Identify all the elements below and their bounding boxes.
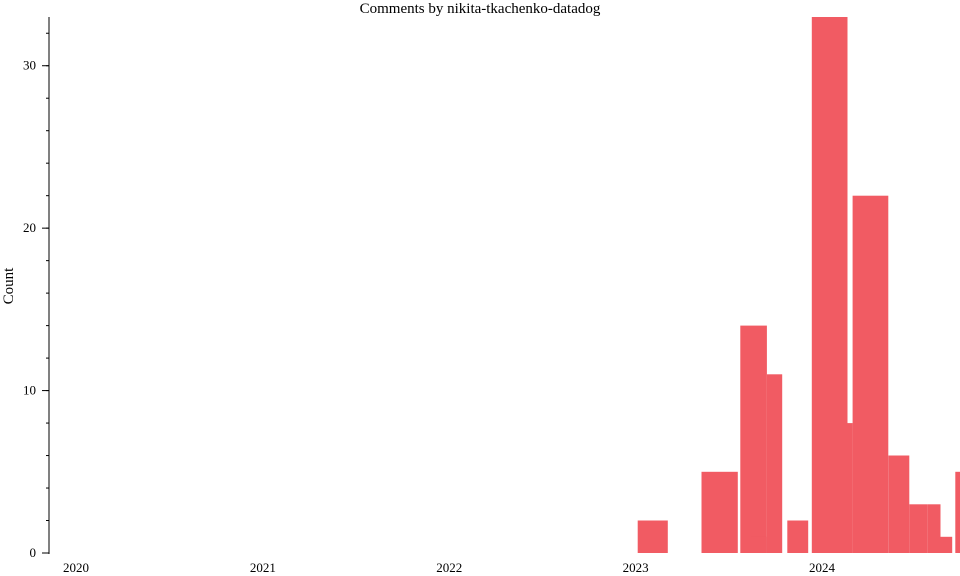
bar-9 [888,455,910,553]
bar-5 [787,520,809,553]
bar-7 [847,423,853,553]
x-tick-label: 2023 [623,560,649,575]
y-axis: 0 10 20 30 [23,17,50,560]
x-tick-label: 2020 [63,560,89,575]
bar-0 [637,520,668,553]
bars-group [637,17,960,553]
bar-1 [701,471,738,553]
y-tick-label: 30 [23,58,36,73]
y-tick-label: 10 [23,383,36,398]
bar-6 [811,17,848,553]
y-axis-label: Count [1,267,17,305]
bar-11 [927,504,941,553]
bar-13 [955,471,960,553]
bar-12 [940,536,953,553]
x-tick-label: 2024 [809,560,836,575]
x-axis: 2020 2021 2022 2023 2024 [63,560,836,575]
bar-10 [909,504,928,553]
x-tick-label: 2022 [436,560,462,575]
y-tick-label: 0 [30,545,37,560]
bar-8 [852,195,889,553]
y-tick-label: 20 [23,220,36,235]
bar-3 [751,536,767,553]
chart-title: Comments by nikita-tkachenko-datadog [360,1,601,17]
bar-4 [766,374,783,553]
bar-2 [740,325,767,553]
x-tick-label: 2021 [250,560,276,575]
